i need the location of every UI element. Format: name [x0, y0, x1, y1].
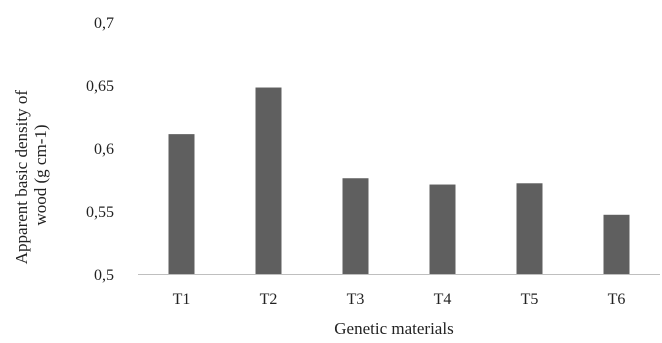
- x-tick-label: T6: [608, 291, 626, 308]
- y-tick-label: 0,7: [94, 15, 114, 32]
- bar-t5: [516, 183, 543, 274]
- x-tick-label: T1: [173, 291, 191, 308]
- bar-t1: [168, 134, 195, 274]
- y-tick-label: 0,55: [86, 204, 114, 221]
- bars: [168, 87, 630, 275]
- y-tick-label: 0,65: [86, 78, 114, 95]
- x-tick-label: T5: [521, 291, 539, 308]
- bar-t6: [603, 214, 630, 274]
- y-axis-title-line-2: wood (g cm-1): [31, 124, 50, 225]
- bar-t3: [342, 178, 369, 274]
- y-tick-label: 0,5: [94, 267, 114, 284]
- x-axis-title: Genetic materials: [334, 319, 453, 338]
- bar-t2: [255, 87, 282, 275]
- y-tick-label: 0,6: [94, 141, 114, 158]
- y-axis-tick-labels: 0,5 0,55 0,6 0,65 0,7: [86, 15, 114, 284]
- x-axis-tick-labels: T1 T2 T3 T4 T5 T6: [173, 291, 626, 308]
- x-tick-label: T3: [347, 291, 365, 308]
- y-axis-title: Apparent basic density of wood (g cm-1): [12, 86, 50, 264]
- x-tick-label: T2: [260, 291, 278, 308]
- x-tick-label: T4: [434, 291, 452, 308]
- y-axis-title-line-1: Apparent basic density of: [12, 90, 31, 265]
- bar-t4: [429, 184, 456, 274]
